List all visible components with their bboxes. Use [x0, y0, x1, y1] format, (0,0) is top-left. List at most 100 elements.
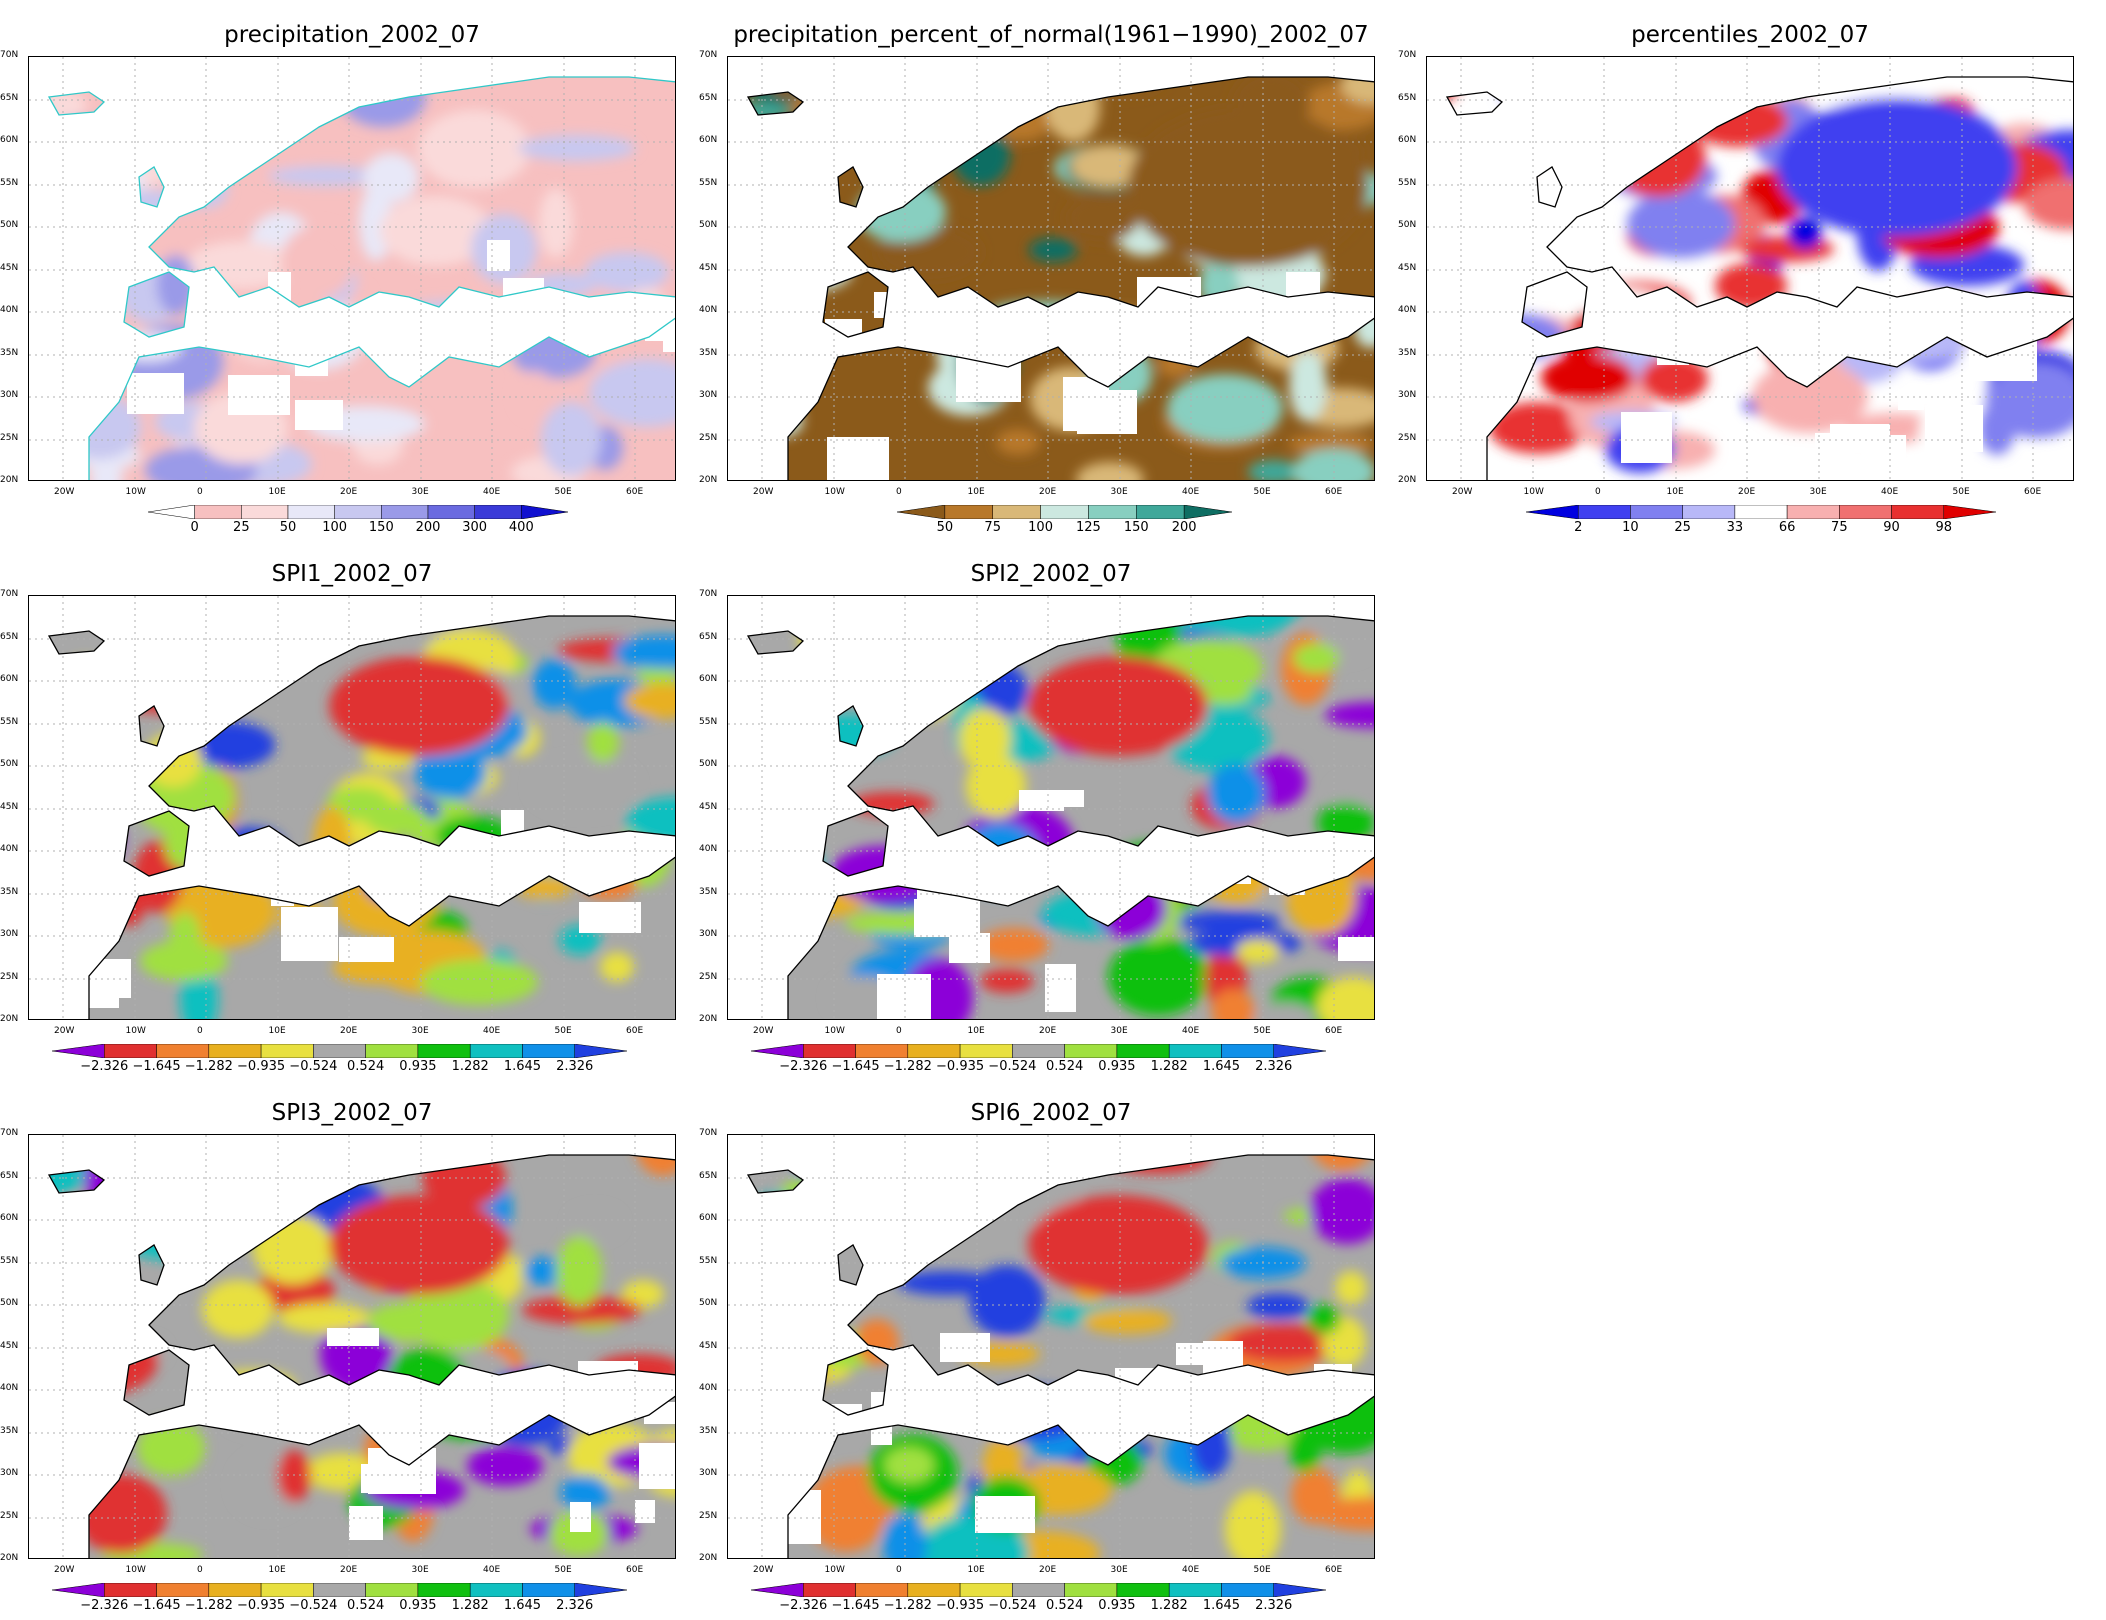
colorbar-label: −0.935	[936, 1059, 985, 1074]
coastlines	[1445, 76, 2073, 480]
lon-tick-label: 0	[197, 1565, 203, 1575]
lon-tick-label: 10E	[268, 1026, 286, 1036]
colorbar-swatch	[1221, 1043, 1274, 1059]
colorbar-label: −2.326	[779, 1059, 828, 1074]
colorbar: 2 10 25 33 66 75 90 98	[1525, 504, 1997, 537]
lat-tick-label: 25N	[699, 1510, 718, 1521]
lat-tick-label: 40N	[0, 305, 19, 315]
map-plot	[728, 1135, 1374, 1558]
panel-title: SPI6_2002_07	[970, 1100, 1132, 1126]
lat-tick-label: 55N	[699, 1255, 718, 1266]
colorbar-swatch	[287, 504, 335, 520]
lat-tick-label: 60N	[699, 135, 718, 145]
colorbar-swatch	[1012, 1582, 1065, 1598]
colorbar-label: −0.524	[289, 1598, 338, 1613]
map-panel-p2: precipitation_percent_of_normal(1961−199…	[699, 20, 1395, 540]
lat-tick-label: 20N	[699, 1014, 718, 1024]
lat-tick-label: 70N	[1398, 50, 1417, 60]
lat-tick-label: 25N	[0, 1510, 19, 1521]
lat-tick-label: 40N	[699, 844, 718, 854]
colorbar-swatch	[574, 1043, 628, 1059]
colorbar-label: 2.326	[1255, 1598, 1293, 1613]
colorbar-swatch	[417, 1043, 471, 1059]
colorbar-label: 0.524	[1046, 1598, 1084, 1613]
colorbar-swatch	[1064, 1043, 1118, 1059]
colorbar-swatch	[1577, 504, 1631, 520]
colorbar-label: 100	[1028, 520, 1053, 535]
lon-tick-label: 60E	[626, 1565, 644, 1575]
lat-tick-label: 45N	[0, 262, 19, 273]
colorbar-label: 125	[1076, 520, 1101, 535]
lat-tick-label: 35N	[0, 1425, 19, 1436]
colorbar-swatch	[51, 1043, 105, 1059]
colorbar-label: 50	[936, 520, 954, 535]
lon-tick-label: 10W	[824, 1026, 845, 1036]
colorbar-swatch	[469, 1582, 523, 1598]
map-area	[1426, 56, 2074, 481]
graticule	[29, 596, 675, 1019]
map-area	[28, 1134, 676, 1559]
lat-tick-label: 35N	[1398, 347, 1417, 358]
lat-tick-label: 60N	[0, 1213, 19, 1223]
lat-tick-label: 70N	[699, 1128, 718, 1138]
lon-tick-label: 50E	[1952, 487, 1970, 497]
colorbar-label: −1.645	[831, 1059, 880, 1074]
lon-tick-label: 10W	[824, 1565, 845, 1575]
colorbar-label: 25	[233, 520, 250, 535]
lat-tick-label: 40N	[1398, 305, 1417, 315]
lat-tick-label: 60N	[699, 674, 718, 684]
colorbar-swatch	[1088, 504, 1137, 520]
colorbar-swatch	[574, 1582, 628, 1598]
lat-tick-label: 20N	[0, 1553, 19, 1563]
map-panel-p1: precipitation_2002_07 70N 65N 60N 55N 50N 45N 4…	[0, 20, 696, 540]
colorbar: −2.326 −1.645 −1.282 −0.935 −0.524 0.524 0.935…	[750, 1043, 1327, 1076]
lon-tick-label: 40E	[483, 487, 501, 497]
colorbar-label: 75	[984, 520, 1001, 535]
colorbar-label: 33	[1726, 520, 1744, 535]
colorbar: 0 25 50 100 150 200 300 400	[147, 504, 569, 537]
colorbar: −2.326 −1.645 −1.282 −0.935 −0.524 0.524 0.935…	[51, 1043, 628, 1076]
lon-tick-label: 60E	[1325, 487, 1343, 497]
colorbar-swatch	[365, 1582, 419, 1598]
coastlines	[746, 76, 1374, 480]
colorbar-swatch	[194, 504, 242, 520]
lon-tick-label: 20E	[340, 1026, 358, 1036]
lat-tick-label: 30N	[699, 1468, 718, 1478]
lon-tick-label: 20W	[753, 487, 774, 497]
lat-tick-label: 20N	[0, 1014, 19, 1024]
colorbar-label: 1.282	[1150, 1059, 1188, 1074]
panel-title: SPI3_2002_07	[271, 1100, 433, 1126]
lon-tick-label: 20W	[1452, 487, 1473, 497]
lon-tick-label: 0	[1595, 487, 1601, 497]
coastlines	[746, 1154, 1374, 1558]
colorbar-swatch	[959, 1582, 1013, 1598]
lat-tick-label: 50N	[1398, 220, 1417, 230]
colorbar-swatch	[1064, 1582, 1118, 1598]
lat-tick-label: 30N	[0, 390, 19, 400]
lon-tick-label: 60E	[626, 1026, 644, 1036]
lon-tick-label: 10E	[967, 1026, 985, 1036]
colorbar-swatch	[241, 504, 289, 520]
map-panel-p3: percentiles_2002_07 70N 65N 60N 55N 50N 45N 40N…	[1398, 20, 2094, 540]
map-panel-p7: SPI6_2002_07 70N 65N 60N 55N 50N 45N 40N 35N 30N 2…	[699, 1098, 1395, 1618]
colorbar-label: 400	[508, 520, 534, 535]
lat-tick-label: 50N	[0, 759, 19, 769]
lat-tick-label: 60N	[0, 674, 19, 684]
colorbar-label: −1.645	[831, 1598, 880, 1613]
lat-tick-label: 25N	[1398, 432, 1417, 443]
colorbar-label: 66	[1778, 520, 1796, 535]
lat-tick-label: 30N	[699, 929, 718, 939]
colorbar-label: 1.645	[1202, 1059, 1241, 1074]
colorbar-swatch	[1116, 1582, 1170, 1598]
lat-tick-label: 55N	[1398, 177, 1417, 188]
coastlines	[746, 615, 1374, 1019]
lat-tick-label: 40N	[699, 1383, 718, 1393]
colorbar-swatch	[522, 1582, 575, 1598]
colorbar-swatch	[1136, 504, 1185, 520]
lon-tick-label: 30E	[411, 1026, 429, 1036]
colorbar-swatch	[855, 1043, 909, 1059]
colorbar-swatch	[1943, 504, 1997, 520]
lat-tick-label: 25N	[0, 432, 19, 443]
colorbar-swatch	[208, 1582, 262, 1598]
map-plot	[29, 1135, 675, 1558]
